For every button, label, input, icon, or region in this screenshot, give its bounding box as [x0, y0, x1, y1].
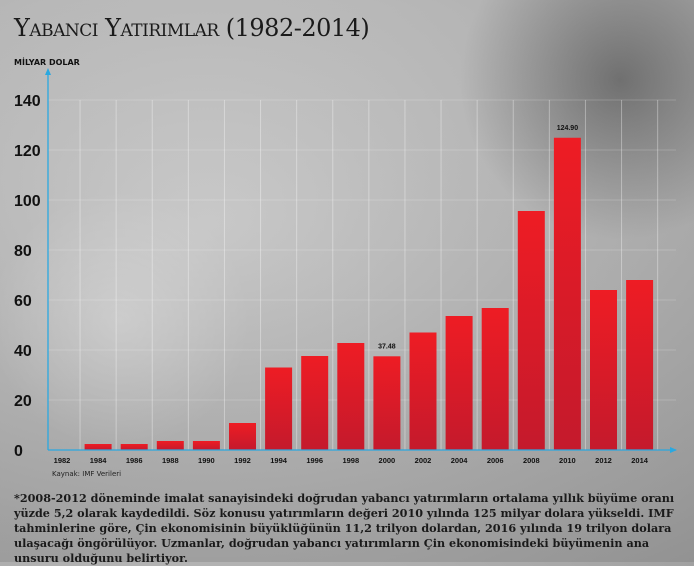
footnote: *2008-2012 döneminde imalat sanayisindek… [14, 491, 675, 565]
source-label: Kaynak: IMF Verileri [52, 470, 122, 478]
y-tick-label: 140 [14, 93, 41, 110]
x-tick-label: 1992 [234, 456, 251, 465]
x-tick-label: 1988 [162, 456, 179, 465]
x-tick-label: 2004 [451, 456, 469, 465]
bar-1994 [265, 367, 293, 450]
x-tick-label: 1990 [198, 456, 215, 465]
data-label: 37.48 [378, 343, 396, 350]
x-tick-label: 1982 [54, 456, 71, 465]
y-tick-label: 0 [14, 443, 23, 460]
x-tick-label: 2010 [559, 456, 576, 465]
x-axis-arrow-icon [670, 447, 677, 453]
bar-2014 [626, 280, 654, 450]
bar-1990 [192, 441, 220, 450]
x-tick-label: 2006 [487, 456, 504, 465]
y-tick-label: 100 [14, 193, 41, 210]
y-tick-label: 40 [14, 343, 32, 360]
x-tick-label: 2014 [631, 456, 649, 465]
x-tick-label: 1984 [90, 456, 108, 465]
bar-1998 [337, 343, 365, 450]
bar-1988 [156, 441, 184, 450]
y-tick-label: 20 [14, 393, 32, 410]
x-tick-label: 2002 [415, 456, 432, 465]
bar-1984 [84, 444, 112, 450]
bar-2010 [553, 137, 581, 450]
x-tick-label: 1998 [342, 456, 359, 465]
bar-2002 [409, 332, 437, 450]
bar-2008 [517, 211, 545, 450]
y-tick-label: 80 [14, 243, 32, 260]
bar-1986 [120, 444, 148, 450]
y-axis-label: MİLYAR DOLAR [14, 58, 80, 67]
data-label: 124.90 [557, 125, 579, 132]
y-axis-arrow-icon [45, 68, 51, 75]
chart-title: Yabancı Yatırımlar (1982-2014) [14, 14, 370, 42]
x-tick-label: 1994 [270, 456, 288, 465]
bar-2000 [373, 356, 401, 450]
y-tick-label: 120 [14, 143, 41, 160]
x-tick-label: 1986 [126, 456, 143, 465]
x-tick-label: 2008 [523, 456, 540, 465]
bar-2004 [445, 316, 473, 450]
bar-chart: 1982 1984 1986 1988 1990 1992 1994 1996 1998 2000… [14, 68, 677, 465]
bar-1992 [229, 423, 256, 450]
x-tick-label: 2000 [379, 456, 396, 465]
x-tick-label: 2012 [595, 456, 612, 465]
y-tick-label: 60 [14, 293, 32, 310]
x-tick-label: 1996 [306, 456, 323, 465]
bar-2006 [481, 308, 509, 450]
bar-1996 [301, 356, 329, 450]
bar-2012 [590, 290, 617, 450]
